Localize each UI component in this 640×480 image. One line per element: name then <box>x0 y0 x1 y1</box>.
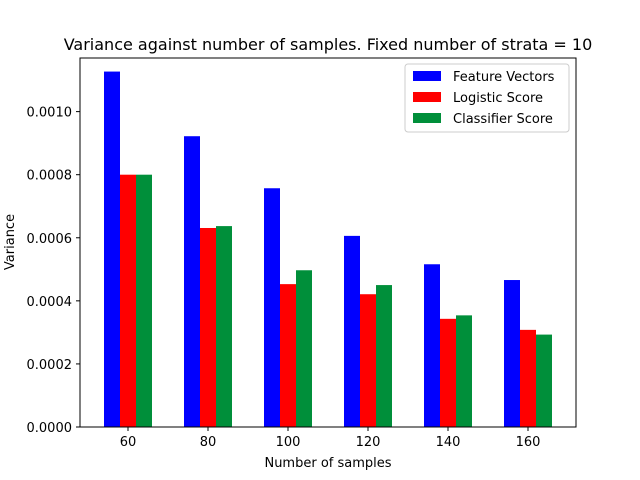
legend-label: Logistic Score <box>453 91 543 106</box>
y-tick-label: 0.0002 <box>27 358 73 373</box>
bar-feature-vectors-60 <box>104 71 120 428</box>
legend: Feature Vectors Logistic Score Classifier … <box>404 63 570 133</box>
legend-box <box>404 63 570 133</box>
y-tick-label: 0.0000 <box>27 421 73 436</box>
bar-feature-vectors-100 <box>264 188 280 427</box>
bar-classifier-score-120 <box>376 285 392 427</box>
bar-classifier-score-60 <box>136 174 152 427</box>
chart-title: Variance against number of samples. Fixe… <box>64 35 593 54</box>
bar-logistic-score-160 <box>520 329 536 427</box>
x-tick-label: 100 <box>276 435 301 450</box>
x-axis-label: Number of samples <box>264 456 391 471</box>
bar-feature-vectors-80 <box>184 136 200 427</box>
bar-feature-vectors-160 <box>504 280 520 427</box>
y-tick-label: 0.0006 <box>27 232 73 247</box>
x-tick-label: 120 <box>356 435 381 450</box>
bar-classifier-score-100 <box>296 270 312 427</box>
legend-label: Feature Vectors <box>453 70 555 85</box>
bar-logistic-score-100 <box>280 284 296 427</box>
bars-group <box>104 71 552 428</box>
bar-logistic-score-140 <box>440 318 456 427</box>
y-axis-label: Variance <box>3 214 18 270</box>
x-tick-label: 160 <box>516 435 541 450</box>
plot-frame <box>79 57 577 428</box>
bar-classifier-score-160 <box>536 334 552 427</box>
legend-swatch <box>413 113 441 123</box>
x-axis: 60 80 100 120 140 160 <box>120 427 541 450</box>
bar-classifier-score-80 <box>216 226 232 427</box>
bar-logistic-score-120 <box>360 294 376 427</box>
x-tick-label: 80 <box>200 435 217 450</box>
y-tick-label: 0.0008 <box>27 169 73 184</box>
legend-label: Classifier Score <box>453 112 553 127</box>
x-tick-label: 60 <box>120 435 137 450</box>
y-tick-label: 0.0004 <box>27 295 73 310</box>
bar-logistic-score-60 <box>120 174 136 427</box>
legend-swatch <box>413 92 441 102</box>
bar-feature-vectors-140 <box>424 264 440 427</box>
legend-swatch <box>413 71 441 81</box>
y-axis: 0.0000 0.0002 0.0004 0.0006 0.0008 0.0010 <box>27 106 80 436</box>
x-tick-label: 140 <box>436 435 461 450</box>
y-tick-label: 0.0010 <box>27 106 73 121</box>
bar-classifier-score-140 <box>456 315 472 427</box>
bar-logistic-score-80 <box>200 227 216 427</box>
bar-feature-vectors-120 <box>344 235 360 427</box>
